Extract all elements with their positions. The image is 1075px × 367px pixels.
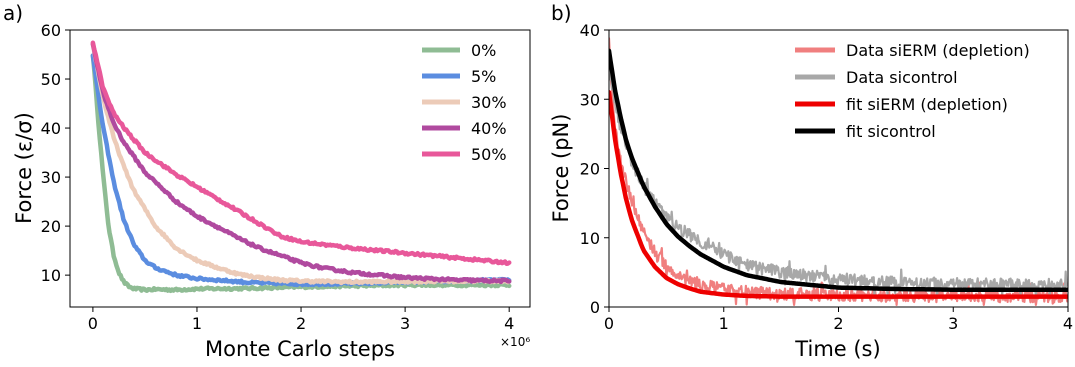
panel-b-label: b) (551, 1, 572, 25)
x-tick-label: 0 (604, 314, 614, 333)
series-line-fit-sierm-depletion (609, 90, 1068, 299)
y-tick-label: 30 (41, 168, 61, 187)
y-tick-label: 60 (41, 21, 61, 40)
y-tick-label: 10 (41, 266, 61, 285)
y-tick-label: 20 (580, 160, 600, 179)
series-line-5 (90, 53, 512, 288)
panel-a-legend: 0% 5% 30% 40% 50% (422, 41, 507, 164)
legend-label: 50% (471, 145, 507, 164)
y-tick-label: 10 (580, 229, 600, 248)
legend-label: Data siERM (depletion) (846, 41, 1030, 60)
y-tick-label: 50 (41, 70, 61, 89)
panel-b-frame (608, 29, 1069, 308)
legend-label: 40% (471, 119, 507, 138)
series-line-40 (90, 41, 512, 285)
x-tick-label: 0 (88, 314, 98, 333)
x-tick-label: 1 (192, 314, 202, 333)
panel-b-ylabel: Force (pN) (549, 114, 573, 223)
y-tick-label: 40 (580, 21, 600, 40)
panel-a-x-multiplier: ×10⁶ (500, 335, 530, 349)
legend-label: Data sicontrol (846, 68, 958, 87)
legend-label: 30% (471, 93, 507, 112)
panel-a-ylabel: Force (ε/σ) (12, 112, 36, 224)
legend-label: fit sicontrol (846, 122, 936, 141)
x-tick-label: 2 (296, 314, 306, 333)
x-tick-label: 1 (719, 314, 729, 333)
panel-b-xlabel: Time (s) (794, 337, 880, 361)
x-tick-label: 4 (504, 314, 514, 333)
y-tick-label: 40 (41, 119, 61, 138)
legend-label: fit siERM (depletion) (846, 95, 1008, 114)
x-tick-label: 2 (833, 314, 843, 333)
x-tick-label: 4 (1063, 314, 1073, 333)
legend-label: 5% (471, 67, 496, 86)
panel-a-xlabel: Monte Carlo steps (205, 337, 395, 361)
x-tick-label: 3 (400, 314, 410, 333)
y-tick-label: 30 (580, 90, 600, 109)
panel-a-ticks: 0 1 2 3 4 10 20 30 40 50 60 (41, 21, 515, 333)
y-tick-label: 20 (41, 217, 61, 236)
y-tick-label: 0 (590, 298, 600, 317)
panel-b-data (609, 37, 1068, 306)
panel-a-data (90, 40, 512, 294)
panel-a-label: a) (3, 1, 23, 25)
panel-a-frame (69, 29, 531, 308)
panel-b-legend: Data siERM (depletion) Data sicontrol fit … (795, 41, 1030, 141)
series-line-fit-sicontrol (609, 48, 1068, 292)
x-tick-label: 3 (948, 314, 958, 333)
series-line-data-sierm-depletion (609, 37, 1068, 306)
series-line-0 (90, 53, 512, 294)
panel-a: a) 0 1 2 3 4 10 20 30 40 50 60 Monte Carlo steps F… (3, 1, 531, 361)
legend-label: 0% (471, 41, 496, 60)
series-line-30 (90, 42, 512, 286)
series-line-50 (90, 40, 512, 266)
